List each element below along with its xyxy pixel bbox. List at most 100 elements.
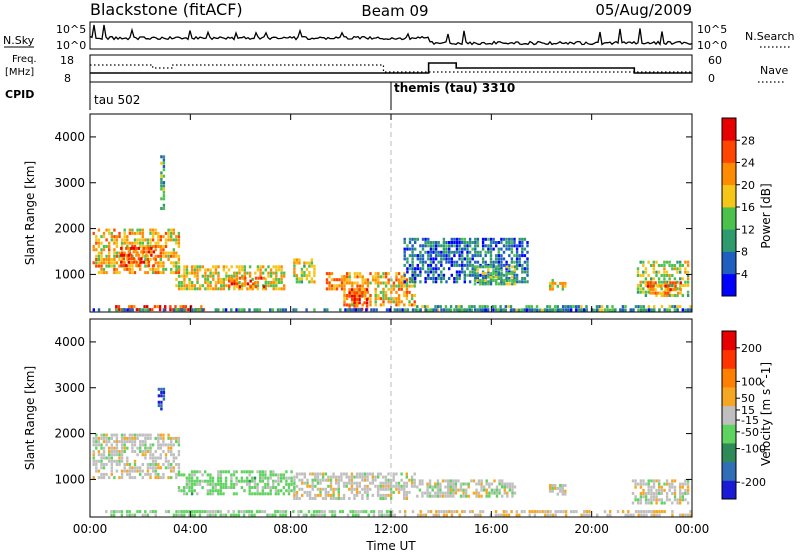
velocity-cell (314, 475, 317, 479)
power-cell (684, 260, 687, 264)
power-cell (481, 272, 485, 276)
velocity-cell (126, 463, 129, 466)
power-cell (361, 278, 364, 282)
velocity-cell (311, 472, 314, 476)
velocity-cell (413, 472, 416, 476)
power-cell (686, 280, 690, 284)
power-cell (525, 305, 528, 309)
power-cell (177, 274, 181, 278)
velocity-cell (436, 494, 440, 498)
velocity-cell (318, 510, 321, 514)
power-cell (280, 281, 283, 284)
power-cell (494, 305, 497, 309)
power-cell (262, 285, 266, 289)
velocity-cell (405, 490, 408, 494)
velocity-cell (298, 497, 301, 500)
power-cell (371, 275, 375, 279)
velocity-cell (126, 472, 129, 476)
power-cell (463, 247, 466, 251)
power-cell (624, 308, 627, 312)
power-cell (127, 250, 130, 254)
velocity-cell (151, 456, 155, 460)
power-cell (492, 279, 495, 282)
velocity-cell (405, 481, 408, 485)
power-cell (650, 308, 653, 312)
velocity-cell (159, 443, 162, 447)
power-cell (663, 260, 666, 264)
power-cell (377, 294, 380, 297)
colorbar-tick-label: 100 (741, 375, 762, 388)
velocity-cell (355, 490, 359, 494)
velocity-cell (421, 479, 424, 483)
velocity-cell (639, 492, 643, 495)
velocity-cell (120, 513, 124, 517)
power-cell (133, 305, 136, 309)
velocity-cell (258, 510, 261, 514)
velocity-cell (108, 446, 111, 450)
power-cell (345, 297, 349, 301)
velocity-colorbar-swatch (722, 368, 736, 388)
power-cell (209, 281, 212, 284)
power-cell (313, 271, 316, 274)
velocity-cell (126, 436, 129, 440)
velocity-cell (350, 475, 354, 479)
velocity-cell (655, 495, 658, 499)
power-cell (636, 284, 640, 287)
power-cell (520, 308, 524, 312)
power-cell (416, 273, 419, 277)
velocity-cell (439, 491, 442, 495)
power-cell (164, 267, 168, 271)
power-cell (508, 254, 511, 258)
velocity-cell (102, 446, 106, 450)
power-cell (170, 238, 173, 242)
power-cell (193, 308, 197, 312)
power-cell (513, 254, 516, 258)
velocity-cell (149, 450, 152, 453)
power-cell (437, 260, 440, 264)
power-cell (624, 305, 627, 309)
power-cell (343, 287, 346, 291)
power-cell (495, 272, 498, 276)
velocity-cell (476, 513, 479, 517)
velocity-cell (408, 490, 411, 494)
velocity-cell (190, 470, 194, 474)
power-cell (410, 297, 414, 301)
velocity-cell (274, 479, 278, 483)
power-cell (343, 297, 346, 301)
power-cell (492, 268, 495, 272)
velocity-cell (177, 470, 181, 474)
power-cell (100, 261, 103, 265)
velocity-cell (389, 478, 393, 482)
power-cell (515, 250, 519, 254)
power-cell (495, 270, 498, 274)
power-cell (408, 280, 412, 284)
velocity-cell (287, 486, 291, 489)
power-cell (476, 279, 479, 282)
power-cell (95, 264, 98, 268)
velocity-cell (319, 478, 322, 482)
velocity-cell (170, 443, 173, 447)
velocity-cell (498, 479, 501, 483)
velocity-scatter (92, 387, 692, 517)
velocity-cell (345, 472, 348, 476)
power-cell (510, 247, 514, 251)
power-cell (298, 261, 301, 265)
velocity-cell (348, 478, 351, 482)
velocity-cell (211, 482, 215, 486)
power-cell (369, 303, 372, 307)
velocity-cell (485, 482, 488, 486)
velocity-cell (157, 476, 160, 480)
power-cell (196, 268, 199, 272)
power-cell (151, 271, 155, 275)
power-cell (657, 264, 661, 267)
power-cell (505, 260, 508, 264)
velocity-cell (631, 501, 635, 505)
power-cell (204, 281, 207, 284)
power-cell (95, 248, 98, 252)
power-cell (518, 244, 521, 248)
velocity-cell (642, 513, 646, 517)
velocity-cell (350, 472, 354, 476)
power-cell (97, 238, 101, 242)
power-cell (115, 238, 119, 242)
power-cell (123, 231, 126, 235)
